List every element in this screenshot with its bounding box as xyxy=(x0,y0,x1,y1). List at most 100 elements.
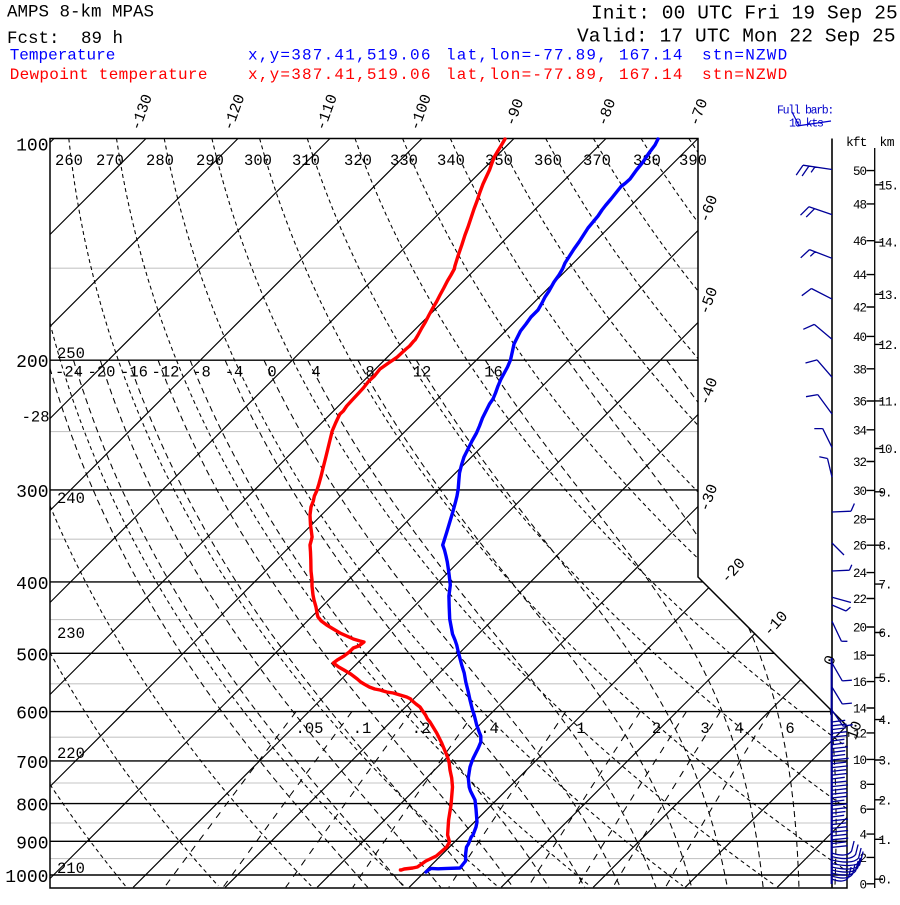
svg-text:100: 100 xyxy=(16,137,48,157)
svg-text:Fcst:: Fcst: xyxy=(7,29,60,49)
svg-text:44: 44 xyxy=(853,269,867,283)
svg-text:6.: 6. xyxy=(879,627,892,641)
svg-text:Full barb:: Full barb: xyxy=(777,105,833,118)
svg-text:300: 300 xyxy=(244,152,272,170)
svg-text:400: 400 xyxy=(16,575,48,595)
svg-text:8: 8 xyxy=(365,364,374,382)
svg-text:240: 240 xyxy=(57,490,85,508)
svg-text:900: 900 xyxy=(16,834,48,854)
svg-text:1.: 1. xyxy=(879,834,892,848)
svg-text:6: 6 xyxy=(859,804,866,818)
svg-text:lat,lon=-77.89, 167.14: lat,lon=-77.89, 167.14 xyxy=(446,66,684,84)
svg-text:2.: 2. xyxy=(879,794,892,808)
svg-text:9.: 9. xyxy=(879,486,892,500)
svg-text:210: 210 xyxy=(57,860,85,878)
svg-text:10: 10 xyxy=(843,719,866,743)
svg-text:-8: -8 xyxy=(192,364,211,382)
svg-text:1000: 1000 xyxy=(5,868,48,888)
svg-text:.05: .05 xyxy=(296,720,324,738)
svg-text:stn=NZWD: stn=NZWD xyxy=(702,66,788,84)
svg-text:AMPS 8-km MPAS: AMPS 8-km MPAS xyxy=(7,3,154,23)
svg-text:22: 22 xyxy=(853,593,867,607)
svg-text:5.: 5. xyxy=(879,672,892,686)
svg-text:46: 46 xyxy=(853,235,867,249)
svg-text:6: 6 xyxy=(785,720,794,738)
svg-text:280: 280 xyxy=(146,152,174,170)
svg-text:50: 50 xyxy=(853,165,867,179)
svg-text:Temperature: Temperature xyxy=(10,47,116,65)
svg-text:1: 1 xyxy=(576,720,585,738)
svg-text:7.: 7. xyxy=(879,579,892,593)
svg-text:14.: 14. xyxy=(879,237,899,251)
svg-text:24: 24 xyxy=(853,567,867,581)
svg-text:0: 0 xyxy=(267,364,276,382)
svg-text:Dewpoint temperature: Dewpoint temperature xyxy=(10,66,208,84)
svg-text:Valid: 17 UTC Mon 22 Sep 25: Valid: 17 UTC Mon 22 Sep 25 xyxy=(577,26,896,48)
svg-text:360: 360 xyxy=(534,152,562,170)
svg-text:32: 32 xyxy=(853,456,867,470)
svg-text:26: 26 xyxy=(853,540,867,554)
svg-text:13.: 13. xyxy=(879,289,899,303)
svg-text:2: 2 xyxy=(859,852,866,866)
svg-text:lat,lon=-77.89, 167.14: lat,lon=-77.89, 167.14 xyxy=(446,47,684,65)
svg-text:700: 700 xyxy=(16,754,48,774)
svg-text:500: 500 xyxy=(16,646,48,666)
svg-text:230: 230 xyxy=(57,625,85,643)
svg-text:-24: -24 xyxy=(55,364,83,382)
svg-text:-4: -4 xyxy=(225,364,244,382)
svg-text:12: 12 xyxy=(853,727,867,741)
svg-text:320: 320 xyxy=(344,152,372,170)
svg-text:8.: 8. xyxy=(879,540,892,554)
svg-text:330: 330 xyxy=(390,152,418,170)
svg-text:km: km xyxy=(880,135,895,150)
svg-text:370: 370 xyxy=(583,152,611,170)
svg-text:15.: 15. xyxy=(879,179,899,193)
svg-text:8: 8 xyxy=(859,779,866,793)
svg-text:20: 20 xyxy=(853,622,867,636)
svg-text:3.: 3. xyxy=(879,755,892,769)
svg-text:310: 310 xyxy=(292,152,320,170)
svg-text:260: 260 xyxy=(55,152,83,170)
svg-text:300: 300 xyxy=(16,483,48,503)
svg-text:Init: 00 UTC Fri 19 Sep 25: Init: 00 UTC Fri 19 Sep 25 xyxy=(591,3,898,25)
svg-text:-16: -16 xyxy=(120,364,148,382)
svg-text:10 kts: 10 kts xyxy=(789,118,823,131)
svg-text:0: 0 xyxy=(859,878,866,892)
svg-text:4: 4 xyxy=(311,364,320,382)
svg-text:48: 48 xyxy=(853,198,867,212)
svg-text:x,y=387.41,519.06: x,y=387.41,519.06 xyxy=(248,66,432,84)
svg-text:11.: 11. xyxy=(879,395,899,409)
svg-text:14: 14 xyxy=(853,703,867,717)
svg-text:12: 12 xyxy=(413,364,432,382)
svg-text:28: 28 xyxy=(853,514,867,528)
svg-text:.1: .1 xyxy=(353,720,372,738)
svg-text:10.: 10. xyxy=(879,443,899,457)
svg-text:-20: -20 xyxy=(88,364,116,382)
svg-text:2: 2 xyxy=(652,720,661,738)
svg-text:-12: -12 xyxy=(152,364,180,382)
svg-text:0.: 0. xyxy=(879,874,892,888)
svg-text:89 h: 89 h xyxy=(81,29,123,49)
svg-text:340: 340 xyxy=(437,152,465,170)
svg-text:x,y=387.41,519.06: x,y=387.41,519.06 xyxy=(248,47,432,65)
svg-text:42: 42 xyxy=(853,302,867,316)
svg-text:12.: 12. xyxy=(879,339,899,353)
svg-text:290: 290 xyxy=(196,152,224,170)
svg-text:4: 4 xyxy=(859,829,866,843)
svg-text:-28: -28 xyxy=(22,409,50,427)
svg-text:36: 36 xyxy=(853,396,867,410)
svg-text:4: 4 xyxy=(734,720,743,738)
svg-text:200: 200 xyxy=(16,353,48,373)
svg-text:800: 800 xyxy=(16,797,48,817)
svg-text:stn=NZWD: stn=NZWD xyxy=(702,47,788,65)
svg-text:30: 30 xyxy=(853,485,867,499)
svg-text:38: 38 xyxy=(853,363,867,377)
svg-text:4.: 4. xyxy=(879,714,892,728)
svg-text:270: 270 xyxy=(96,152,124,170)
svg-text:kft: kft xyxy=(846,135,867,150)
svg-text:.2: .2 xyxy=(412,720,431,738)
svg-text:3: 3 xyxy=(700,720,709,738)
svg-text:18: 18 xyxy=(853,650,867,664)
svg-text:34: 34 xyxy=(853,424,867,438)
svg-text:220: 220 xyxy=(57,745,85,763)
